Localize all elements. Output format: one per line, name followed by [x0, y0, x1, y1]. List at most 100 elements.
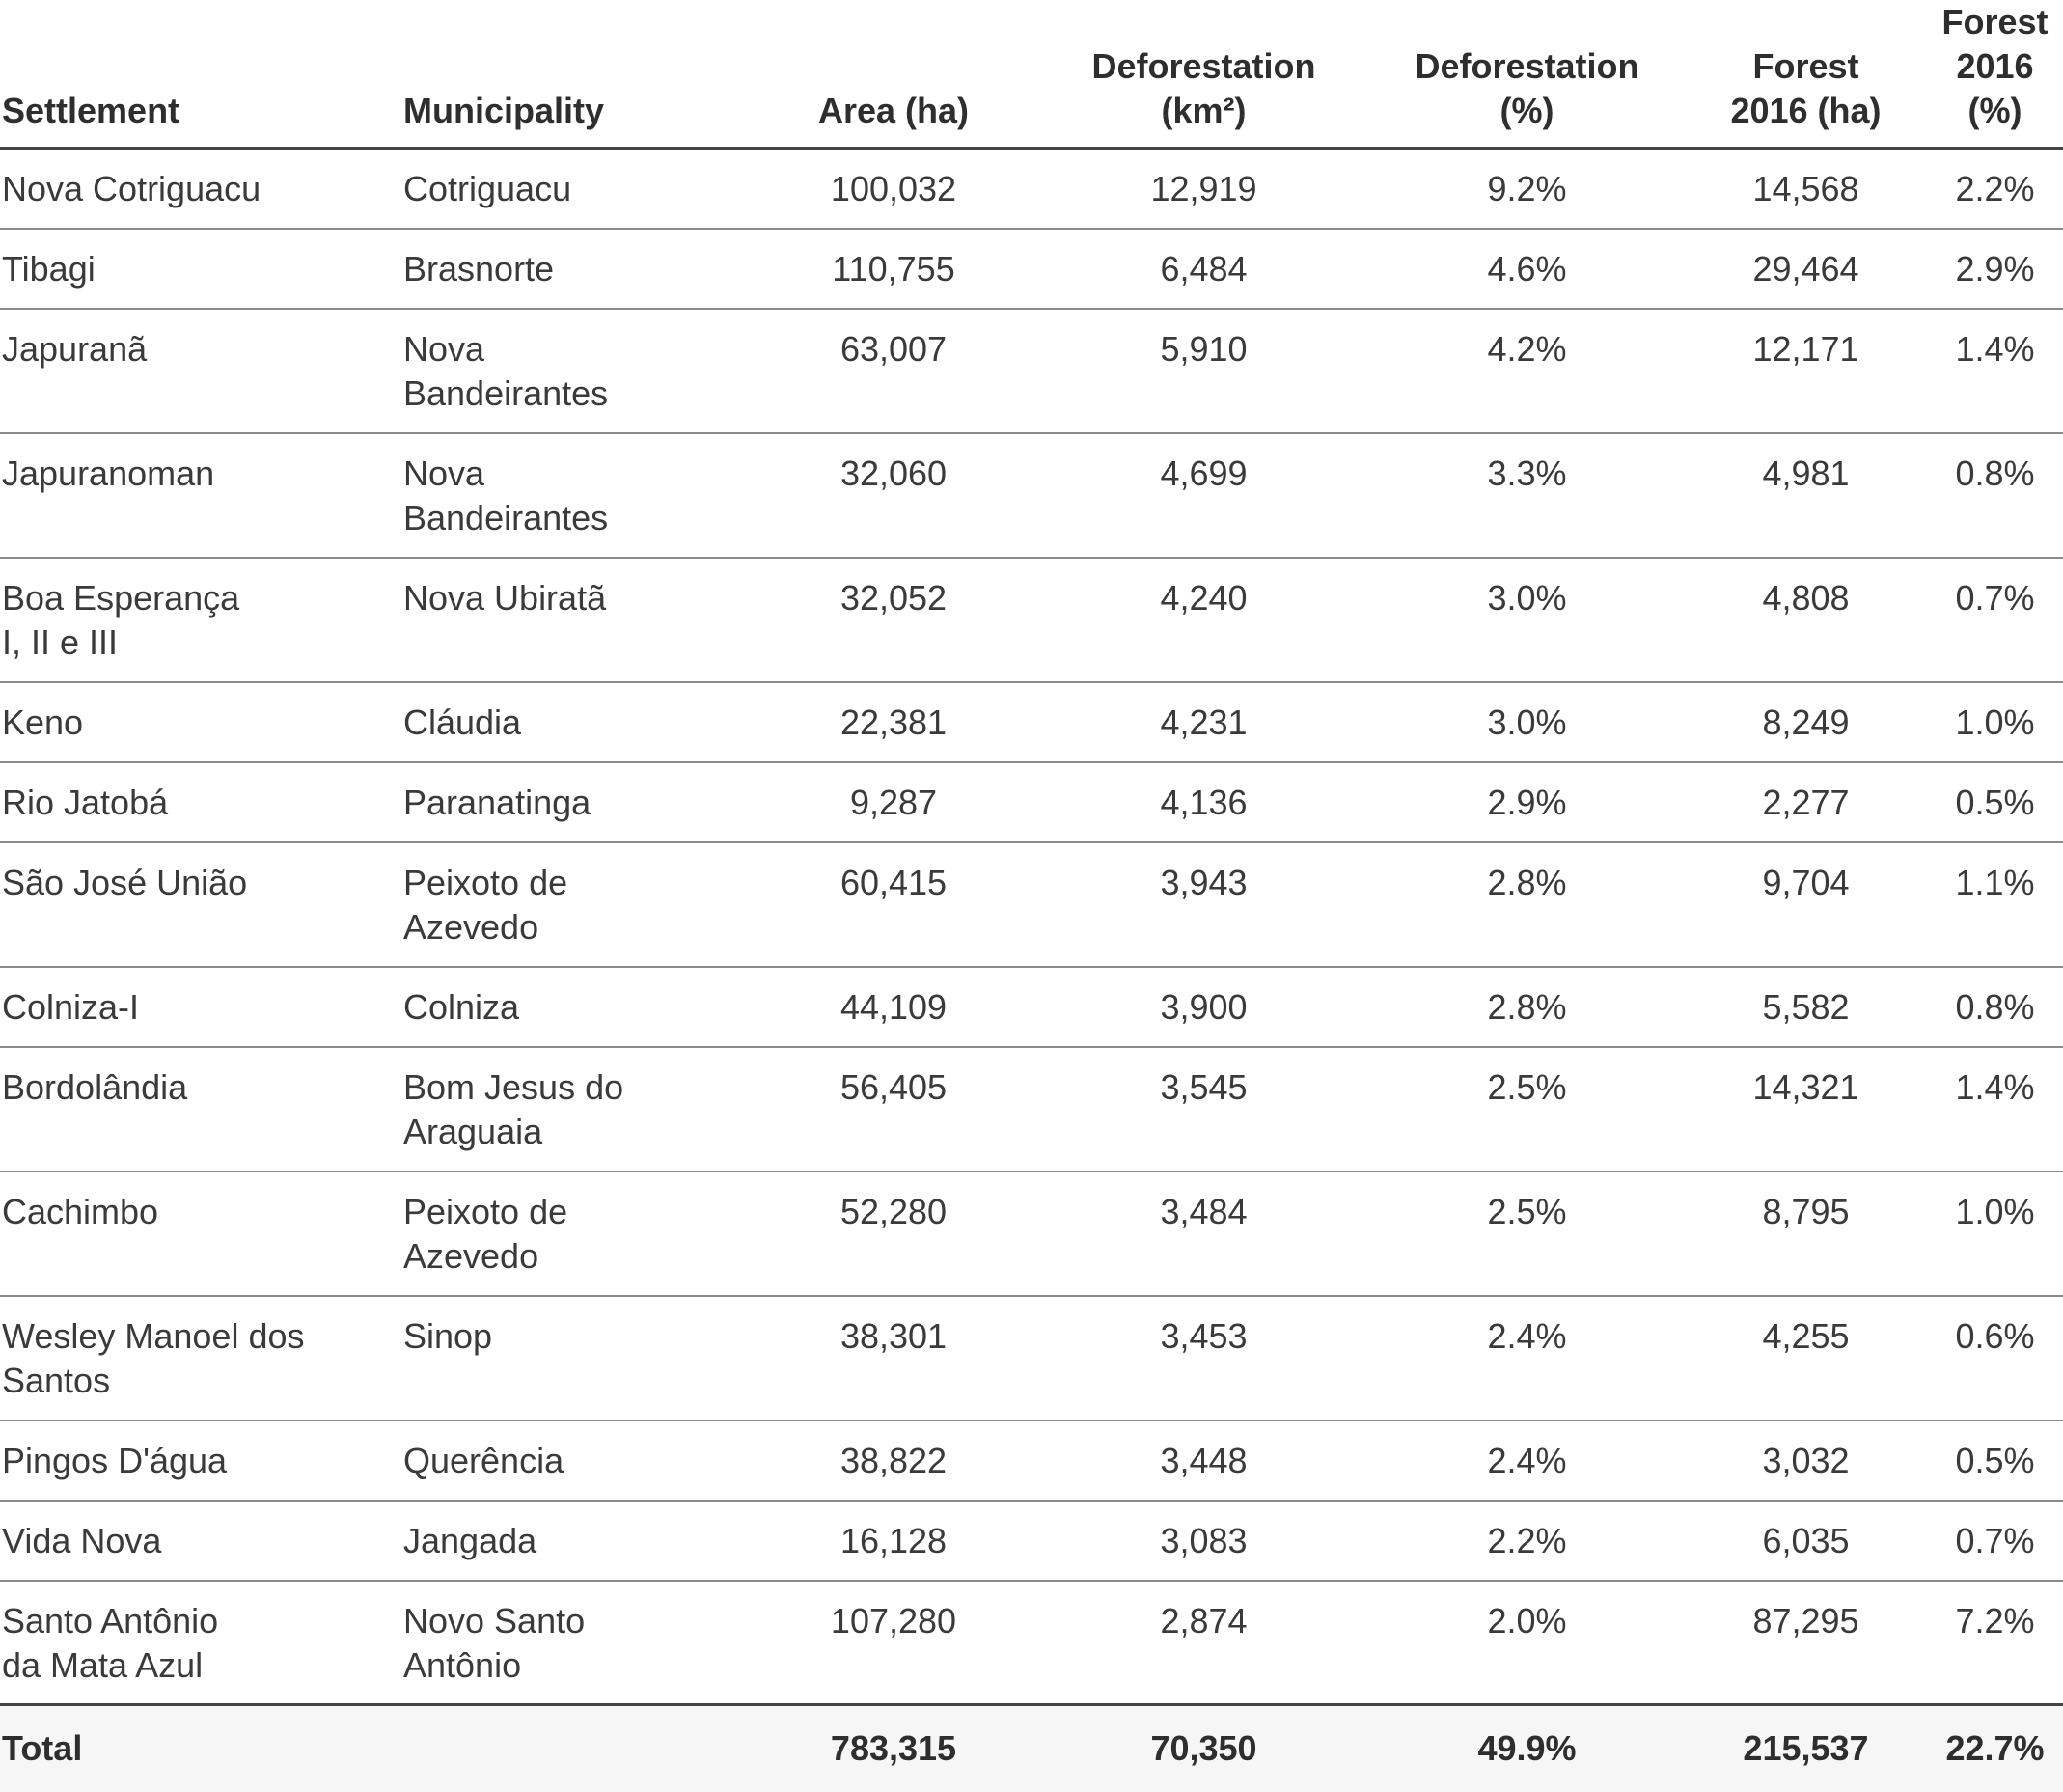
total-deforestation-pct: 49.9% — [1369, 1703, 1685, 1792]
cell-forest-ha: 2,277 — [1685, 761, 1927, 843]
cell-settlement: Cachimbo — [0, 1171, 403, 1297]
cell-area: 38,301 — [749, 1295, 1038, 1421]
header-municipality: Municipality — [403, 0, 749, 150]
cell-area: 63,007 — [749, 308, 1038, 434]
total-municipality — [403, 1703, 749, 1792]
cell-deforestation-pct: 4.6% — [1369, 228, 1685, 310]
cell-forest-ha: 29,464 — [1685, 228, 1927, 310]
cell-forest-pct: 7.2% — [1927, 1580, 2063, 1706]
cell-forest-ha: 3,032 — [1685, 1420, 1927, 1502]
cell-deforestation-pct: 2.5% — [1369, 1046, 1685, 1172]
cell-deforestation-km2: 4,699 — [1038, 432, 1369, 559]
cell-deforestation-km2: 3,900 — [1038, 966, 1369, 1048]
total-deforestation-km2: 70,350 — [1038, 1703, 1369, 1792]
cell-deforestation-pct: 2.0% — [1369, 1580, 1685, 1706]
cell-municipality: Sinop — [403, 1295, 749, 1421]
cell-area: 107,280 — [749, 1580, 1038, 1706]
cell-forest-pct: 1.0% — [1927, 681, 2063, 763]
cell-deforestation-pct: 2.2% — [1369, 1500, 1685, 1582]
table-row: Vida Nova Jangada 16,128 3,083 2.2% 6,035 0.7% — [0, 1500, 2063, 1582]
table-row: Santo Antônio da Mata Azul Novo Santo Ant… — [0, 1580, 2063, 1706]
cell-forest-ha: 14,321 — [1685, 1046, 1927, 1172]
table-row: Nova Cotriguacu Cotriguacu 100,032 12,919 9.… — [0, 148, 2063, 230]
header-area: Area (ha) — [749, 0, 1038, 150]
cell-forest-pct: 0.5% — [1927, 761, 2063, 843]
cell-deforestation-pct: 2.4% — [1369, 1295, 1685, 1421]
cell-settlement: Colniza-I — [0, 966, 403, 1048]
cell-area: 22,381 — [749, 681, 1038, 763]
header-row: Settlement Municipality Area (ha) Defore… — [0, 0, 2063, 150]
cell-municipality: Novo Santo Antônio — [403, 1580, 749, 1706]
table-row: Bordolândia Bom Jesus do Araguaia 56,405 3,… — [0, 1046, 2063, 1172]
cell-area: 44,109 — [749, 966, 1038, 1048]
header-forest-ha: Forest 2016 (ha) — [1685, 0, 1927, 150]
cell-forest-ha: 12,171 — [1685, 308, 1927, 434]
cell-area: 100,032 — [749, 148, 1038, 230]
cell-deforestation-km2: 3,083 — [1038, 1500, 1369, 1582]
table-row: Japuranã Nova Bandeirantes 63,007 5,910 4.2%… — [0, 308, 2063, 434]
cell-settlement: Bordolândia — [0, 1046, 403, 1172]
table-body: Nova Cotriguacu Cotriguacu 100,032 12,919 9.… — [0, 148, 2063, 1706]
cell-forest-pct: 0.7% — [1927, 1500, 2063, 1582]
header-settlement: Settlement — [0, 0, 403, 150]
cell-municipality: Colniza — [403, 966, 749, 1048]
cell-settlement: Japuranã — [0, 308, 403, 434]
cell-area: 52,280 — [749, 1171, 1038, 1297]
cell-deforestation-km2: 5,910 — [1038, 308, 1369, 434]
cell-deforestation-pct: 2.5% — [1369, 1171, 1685, 1297]
cell-forest-ha: 9,704 — [1685, 841, 1927, 968]
total-row: Total 783,315 70,350 49.9% 215,537 22.7% — [0, 1703, 2063, 1792]
cell-forest-ha: 8,795 — [1685, 1171, 1927, 1297]
total-forest-ha: 215,537 — [1685, 1703, 1927, 1792]
total-label: Total — [0, 1703, 403, 1792]
cell-settlement: Boa Esperança I, II e III — [0, 557, 403, 683]
cell-area: 16,128 — [749, 1500, 1038, 1582]
cell-forest-pct: 1.4% — [1927, 1046, 2063, 1172]
cell-forest-pct: 2.9% — [1927, 228, 2063, 310]
cell-deforestation-km2: 6,484 — [1038, 228, 1369, 310]
cell-deforestation-km2: 3,453 — [1038, 1295, 1369, 1421]
cell-municipality: Nova Bandeirantes — [403, 308, 749, 434]
cell-forest-ha: 87,295 — [1685, 1580, 1927, 1706]
cell-municipality: Jangada — [403, 1500, 749, 1582]
cell-deforestation-pct: 2.9% — [1369, 761, 1685, 843]
cell-forest-pct: 1.4% — [1927, 308, 2063, 434]
cell-settlement: São José União — [0, 841, 403, 968]
table-row: Tibagi Brasnorte 110,755 6,484 4.6% 29,464 2.9… — [0, 228, 2063, 310]
cell-forest-pct: 0.6% — [1927, 1295, 2063, 1421]
cell-municipality: Peixoto de Azevedo — [403, 841, 749, 968]
cell-municipality: Cláudia — [403, 681, 749, 763]
header-deforestation-pct: Deforestation (%) — [1369, 0, 1685, 150]
cell-deforestation-km2: 3,545 — [1038, 1046, 1369, 1172]
cell-municipality: Paranatinga — [403, 761, 749, 843]
cell-deforestation-pct: 2.8% — [1369, 966, 1685, 1048]
cell-forest-pct: 1.0% — [1927, 1171, 2063, 1297]
cell-settlement: Keno — [0, 681, 403, 763]
table-row: Japuranoman Nova Bandeirantes 32,060 4,699 3… — [0, 432, 2063, 559]
cell-deforestation-km2: 12,919 — [1038, 148, 1369, 230]
cell-deforestation-pct: 3.0% — [1369, 557, 1685, 683]
cell-municipality: Querência — [403, 1420, 749, 1502]
cell-forest-pct: 0.5% — [1927, 1420, 2063, 1502]
cell-settlement: Japuranoman — [0, 432, 403, 559]
table-header: Settlement Municipality Area (ha) Defore… — [0, 0, 2063, 150]
cell-municipality: Peixoto de Azevedo — [403, 1171, 749, 1297]
cell-municipality: Bom Jesus do Araguaia — [403, 1046, 749, 1172]
cell-forest-pct: 0.8% — [1927, 432, 2063, 559]
header-deforestation-km2: Deforestation (km²) — [1038, 0, 1369, 150]
cell-forest-pct: 1.1% — [1927, 841, 2063, 968]
cell-deforestation-pct: 3.3% — [1369, 432, 1685, 559]
cell-deforestation-km2: 3,943 — [1038, 841, 1369, 968]
table-row: Colniza-I Colniza 44,109 3,900 2.8% 5,582 0.8… — [0, 966, 2063, 1048]
cell-deforestation-km2: 4,240 — [1038, 557, 1369, 683]
total-area: 783,315 — [749, 1703, 1038, 1792]
cell-deforestation-pct: 3.0% — [1369, 681, 1685, 763]
table-row: Pingos D'água Querência 38,822 3,448 2.4% 3,0… — [0, 1420, 2063, 1502]
cell-deforestation-km2: 4,136 — [1038, 761, 1369, 843]
cell-deforestation-km2: 3,448 — [1038, 1420, 1369, 1502]
cell-area: 32,052 — [749, 557, 1038, 683]
cell-forest-ha: 8,249 — [1685, 681, 1927, 763]
cell-municipality: Nova Bandeirantes — [403, 432, 749, 559]
cell-municipality: Brasnorte — [403, 228, 749, 310]
cell-municipality: Cotriguacu — [403, 148, 749, 230]
